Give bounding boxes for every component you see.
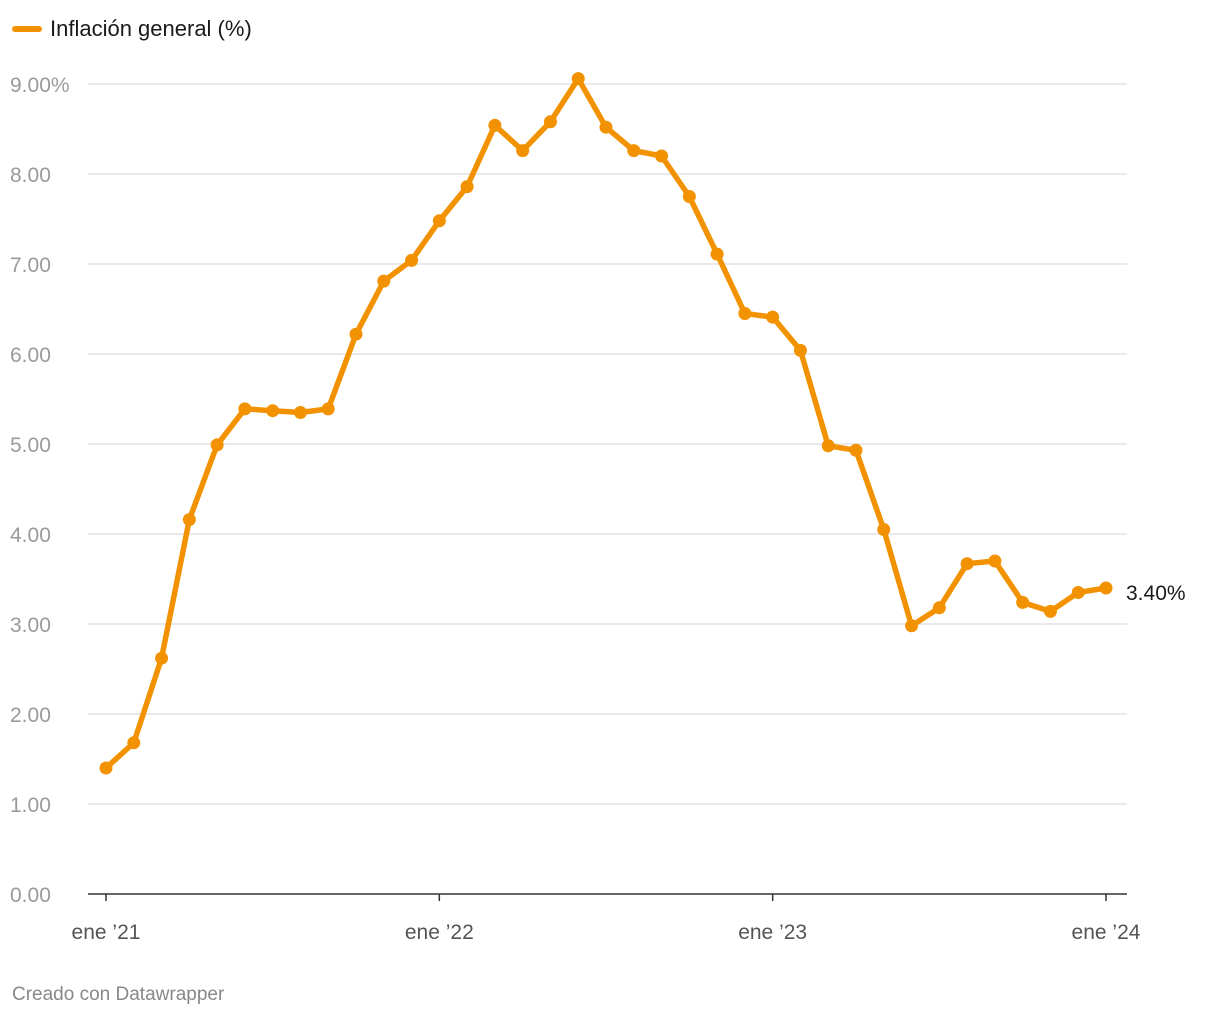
data-point [99,761,113,775]
data-point [321,402,335,416]
data-point [155,651,169,665]
data-point [1043,604,1057,618]
data-point [960,557,974,571]
legend-swatch [12,26,42,32]
y-tick-label: 2.00 [10,704,51,727]
data-point [1071,586,1085,599]
data-point [932,601,946,615]
line-chart: 0.00 1.00 2.00 3.00 4.00 5.00 6.00 7.00 8.00 9.00… [10,72,1186,944]
data-point [238,402,252,416]
data-point [655,149,669,163]
y-tick-label: 0.00 [10,884,51,907]
x-tick-label: ene ’21 [72,921,141,944]
y-tick-label: 4.00 [10,524,51,547]
data-point [349,327,363,341]
data-point [793,343,807,357]
gridlines [88,83,1127,805]
data-point [599,120,613,134]
series-inflacion: 3.40% [99,72,1186,775]
data-point [293,406,307,419]
data-point [543,115,557,129]
end-value-label: 3.40% [1126,582,1186,605]
x-tick-label: ene ’22 [405,921,474,944]
data-point [682,190,696,203]
data-point [877,523,891,536]
y-tick-label: 6.00 [10,344,51,367]
data-point [405,253,419,267]
data-point [627,144,641,158]
x-axis: ene ’21 ene ’22 ene ’23 ene ’24 [72,893,1141,944]
data-point [1016,595,1030,609]
series-line [103,75,1109,771]
data-point [488,118,502,132]
data-point [738,307,752,320]
data-point [710,247,724,261]
data-point [516,144,530,158]
data-point [266,404,280,418]
x-tick-label: ene ’23 [738,921,807,944]
data-point [1099,581,1113,595]
data-point [460,180,474,194]
y-tick-label: 8.00 [10,164,51,187]
y-tick-label: 1.00 [10,794,51,817]
legend: Inflación general (%) [12,16,252,42]
y-tick-label: 7.00 [10,254,51,277]
data-point [849,443,863,457]
y-tick-label: 9.00% [10,74,70,97]
y-tick-label: 3.00 [10,614,51,637]
y-tick-label: 5.00 [10,434,51,457]
data-point [432,214,446,228]
data-point [905,619,919,633]
data-point [182,513,196,527]
data-point [766,310,780,324]
data-point [988,554,1002,568]
footer-credit: Creado con Datawrapper [12,984,225,1005]
legend-label: Inflación general (%) [50,16,252,41]
data-point [127,736,141,750]
data-point [377,274,391,288]
y-axis-ticks: 0.00 1.00 2.00 3.00 4.00 5.00 6.00 7.00 8.00 9.00… [10,74,70,907]
x-tick-label: ene ’24 [1072,921,1141,944]
data-point [821,439,835,453]
data-point [571,72,585,86]
data-point [210,438,224,452]
